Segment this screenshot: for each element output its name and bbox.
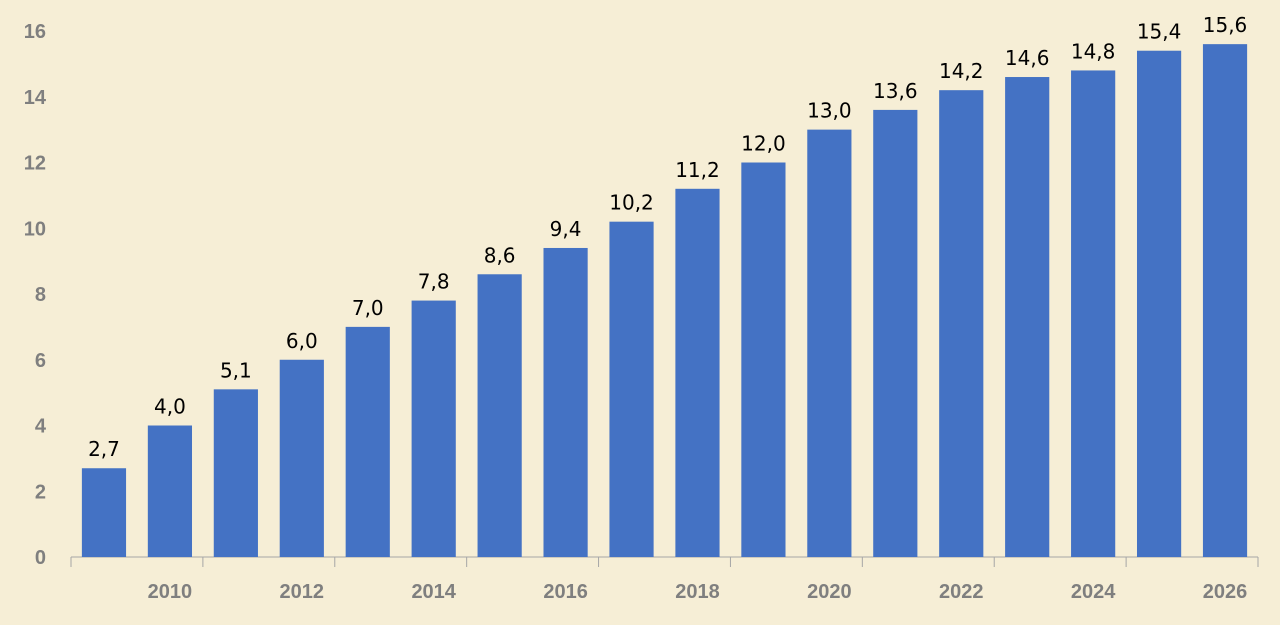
y-tick-label: 8 (35, 284, 46, 306)
bar (279, 359, 324, 557)
bar (741, 162, 786, 557)
y-tick-label: 6 (35, 350, 46, 372)
data-label: 13,0 (807, 99, 852, 123)
bar (147, 425, 193, 557)
x-tick-label: 2010 (148, 581, 193, 603)
x-axis: 2010 2012 2014 2016 2018 2020 2022 2024 2026 (70, 556, 1259, 603)
x-tick-label: 2020 (807, 581, 852, 603)
data-label: 5,1 (220, 358, 252, 382)
x-tick-label: 2024 (1071, 581, 1116, 603)
y-tick-label: 2 (35, 481, 46, 503)
bar (609, 221, 654, 558)
bar (213, 389, 258, 557)
data-label: 7,0 (352, 296, 384, 320)
data-label: 14,2 (939, 59, 984, 83)
bar (411, 300, 456, 557)
x-tick-label: 2026 (1203, 581, 1248, 603)
x-tick-label: 2016 (543, 581, 588, 603)
data-label: 2,7 (88, 437, 120, 461)
data-label: 12,0 (741, 132, 786, 156)
data-labels: 2,7 4,0 5,1 6,0 7,0 7,8 8,6 9,4 10,2 11,2 12,0 13,0… (88, 13, 1247, 461)
x-tick-label: 2022 (939, 581, 984, 603)
y-tick-label: 10 (24, 218, 46, 240)
data-label: 13,6 (873, 79, 918, 103)
bar (675, 188, 720, 558)
bar (939, 90, 984, 558)
y-tick-label: 12 (24, 153, 46, 175)
bar (1202, 44, 1248, 557)
data-label: 9,4 (550, 217, 582, 241)
data-label: 11,2 (675, 158, 720, 182)
data-label: 10,2 (609, 191, 654, 215)
y-tick-label: 4 (35, 416, 47, 438)
x-tick-label: 2014 (411, 581, 456, 603)
y-axis: 0 2 4 6 8 10 12 14 16 (24, 21, 47, 569)
bar (345, 326, 390, 557)
y-tick-label: 14 (24, 87, 47, 109)
bar (873, 109, 918, 558)
y-tick-label: 16 (24, 21, 46, 43)
bar (477, 274, 522, 557)
bars (81, 44, 1248, 558)
bar (1005, 77, 1050, 558)
data-label: 15,6 (1203, 13, 1248, 37)
data-label: 14,8 (1071, 39, 1116, 63)
bar (543, 247, 588, 557)
x-tick-label: 2012 (280, 581, 325, 603)
bar (81, 468, 127, 557)
data-label: 4,0 (154, 395, 186, 419)
data-label: 6,0 (286, 329, 318, 353)
y-tick-label: 0 (35, 547, 46, 569)
data-label: 8,6 (484, 243, 516, 267)
data-label: 7,8 (418, 270, 450, 294)
data-label: 15,4 (1137, 20, 1182, 44)
bar (807, 129, 852, 557)
data-label: 14,6 (1005, 46, 1050, 70)
x-tick-label: 2018 (675, 581, 720, 603)
bar (1136, 50, 1182, 557)
bar (1071, 70, 1116, 557)
